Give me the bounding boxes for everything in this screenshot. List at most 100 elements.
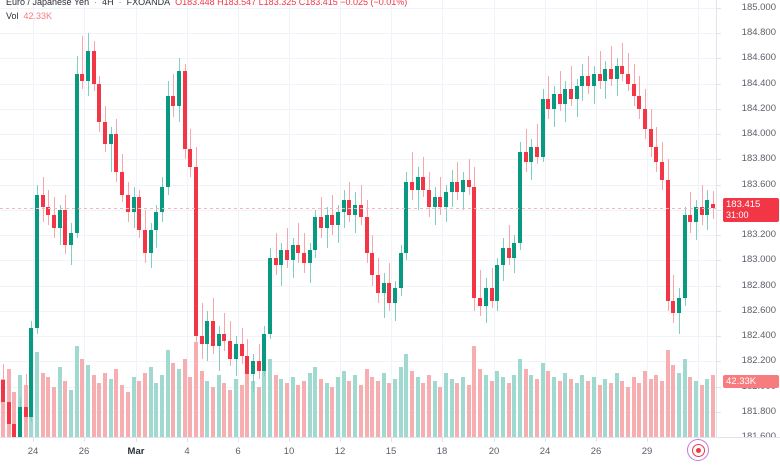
volume-bar-up — [149, 366, 153, 437]
gridline-horizontal — [0, 361, 716, 362]
candle-wick — [26, 373, 27, 425]
time-axis-label: 24 — [539, 446, 551, 457]
volume-bar-up — [575, 383, 579, 437]
volume-bar-down — [52, 387, 56, 437]
candle-wick — [611, 45, 612, 87]
candle-wick — [673, 275, 674, 324]
volume-bar-up — [177, 368, 181, 437]
time-axis-tick — [340, 438, 341, 442]
volume-bar-up — [563, 372, 567, 437]
volume-bar-down — [546, 370, 550, 437]
volume-bar-up — [705, 379, 709, 437]
candle-body-bearish — [41, 194, 45, 208]
volume-bar-up — [518, 358, 522, 437]
candle-body-bearish — [257, 361, 261, 372]
volume-bar-up — [399, 366, 403, 437]
candle-body-bearish — [143, 230, 147, 253]
candle-body-bearish — [700, 207, 704, 215]
time-axis-tick — [136, 438, 137, 442]
volume-bar-up — [217, 375, 221, 437]
candle-wick — [310, 242, 311, 284]
price-axis-label: 183.000 — [741, 254, 776, 265]
volume-bar-up — [109, 379, 113, 437]
volume-bar-up — [404, 354, 408, 437]
volume-bar-up — [393, 379, 397, 437]
time-axis-label: 18 — [436, 446, 448, 457]
candle-wick — [690, 192, 691, 233]
horizontal-gridlines — [0, 8, 716, 413]
candle-body-bullish — [177, 71, 181, 107]
candle-body-bearish — [688, 214, 692, 223]
candle-body-bullish — [109, 134, 113, 145]
gridline-vertical — [136, 0, 137, 437]
volume-bar-down — [120, 385, 124, 437]
candle-body-bullish — [279, 250, 283, 266]
candle-wick — [440, 177, 441, 215]
candle-body-bullish — [683, 214, 687, 299]
volume-bar-down — [598, 385, 602, 437]
candle-wick — [548, 76, 549, 120]
volume-bar-up — [541, 362, 545, 437]
volume-bar-down — [319, 379, 323, 437]
gridline-horizontal — [0, 210, 716, 211]
candle-wick — [412, 151, 413, 200]
candle-body-bullish — [291, 245, 295, 261]
chart-plot-area[interactable] — [0, 0, 716, 437]
candle-body-bearish — [671, 300, 675, 314]
price-axis-tick — [717, 311, 721, 312]
candle-body-bearish — [643, 108, 647, 130]
volume-bar-down — [490, 381, 494, 437]
candle-body-bearish — [546, 98, 550, 109]
candle-body-bullish — [592, 73, 596, 87]
countdown-marker-icon[interactable] — [687, 439, 709, 461]
gridline-vertical — [442, 0, 443, 437]
candle-wick — [480, 270, 481, 316]
price-axis-tick — [717, 8, 721, 9]
time-axis-tick — [596, 438, 597, 442]
price-axis-label: 184.200 — [741, 103, 776, 114]
volume-bar-down — [478, 368, 482, 437]
time-axis[interactable]: 2426Mar461012151820242629Apr — [0, 437, 780, 470]
candle-body-bearish — [359, 204, 363, 218]
volume-bar-up — [592, 377, 596, 437]
candle-wick — [276, 232, 277, 276]
time-axis-label: 29 — [641, 446, 653, 457]
time-axis-tick — [545, 438, 546, 442]
candle-body-bullish — [518, 151, 522, 243]
price-axis[interactable]: 183.415 31:00 42.33K 185.000 184.800 184.6… — [716, 0, 780, 442]
volume-bar-up — [313, 366, 317, 437]
gridline-vertical — [84, 0, 85, 437]
price-axis-tick — [717, 109, 721, 110]
candle-body-bearish — [507, 247, 511, 258]
volume-bar-down — [183, 358, 187, 437]
price-axis-tick — [717, 336, 721, 337]
candle-body-bullish — [75, 73, 79, 233]
time-axis-label: 10 — [283, 446, 295, 457]
candle-body-bullish — [251, 361, 255, 374]
candle-wick — [224, 313, 225, 352]
candle-body-bearish — [535, 146, 539, 157]
price-axis-tick — [717, 361, 721, 362]
volume-bar-up — [166, 350, 170, 437]
candle-body-bearish — [632, 83, 636, 97]
gridline-vertical — [340, 0, 341, 437]
volume-bar-down — [41, 372, 45, 437]
candle-wick — [628, 53, 629, 92]
candle-body-bearish — [222, 333, 226, 342]
candle-body-bearish — [24, 406, 28, 417]
volume-bar-down — [455, 383, 459, 437]
candle-body-bullish — [694, 207, 698, 223]
candle-body-bullish — [404, 182, 408, 253]
time-axis-label: 24 — [27, 446, 39, 457]
countdown-inner-ring — [691, 443, 705, 457]
price-axis-label: 185.000 — [741, 2, 776, 13]
gridline-horizontal — [0, 235, 716, 236]
volume-bar-up — [132, 377, 136, 437]
price-axis-label: 184.400 — [741, 78, 776, 89]
candle-body-bearish — [274, 257, 278, 266]
candle-body-bullish — [399, 252, 403, 289]
candle-body-bullish — [529, 146, 533, 162]
volume-bar-down — [569, 379, 573, 437]
candle-body-bearish — [7, 401, 11, 425]
candle-body-bearish — [52, 214, 56, 228]
